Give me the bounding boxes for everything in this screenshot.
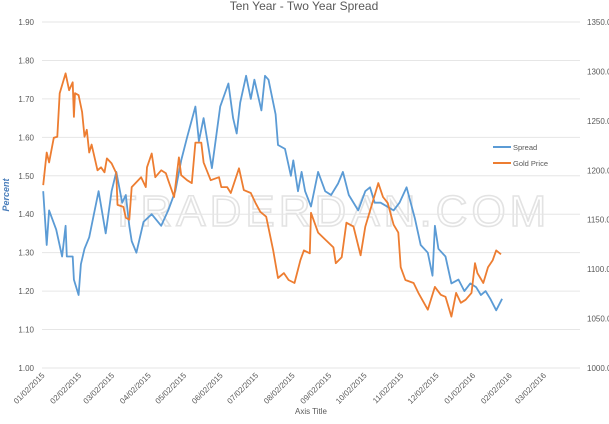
y-tick-label: 1.10 (18, 326, 34, 335)
watermark: TRADERDAN.COM (110, 187, 551, 236)
y-tick-label: 1.50 (18, 172, 34, 181)
x-tick-label: 11/02/2015 (371, 371, 406, 406)
x-tick-label: 05/02/2015 (153, 371, 188, 406)
x-tick-label: 03/02/2015 (82, 371, 117, 406)
x-axis-title: Axis Title (295, 407, 328, 416)
y-tick-label: 1.60 (18, 133, 34, 142)
y2-tick-label: 1250.0 (587, 117, 609, 126)
y2-tick-label: 1050.0 (587, 315, 609, 324)
y2-tick-label: 1000.0 (587, 364, 609, 373)
y-tick-label: 1.20 (18, 287, 34, 296)
x-tick-label: 01/02/2016 (443, 371, 478, 406)
x-tick-label: 09/02/2015 (299, 371, 334, 406)
x-tick-label: 07/02/2015 (225, 371, 260, 406)
legend-label-spread: Spread (513, 143, 537, 152)
y2-tick-label: 1150.0 (587, 216, 609, 225)
y-axis-right: 1000.0 1050.0 1100.0 1150.0 1200.0 1250.0 1300… (587, 18, 609, 373)
gold-price-line (42, 72, 502, 318)
chart-title: Ten Year - Two Year Spread (230, 0, 379, 13)
y-axis-title: Percent (1, 177, 11, 211)
y2-tick-label: 1200.0 (587, 166, 609, 175)
x-tick-label: 01/02/2015 (12, 371, 47, 406)
y2-tick-label: 1100.0 (587, 265, 609, 274)
y-tick-label: 1.00 (18, 364, 34, 373)
y2-tick-label: 1300.0 (587, 67, 609, 76)
x-tick-label: 12/02/2015 (406, 371, 441, 406)
x-tick-label: 10/02/2015 (334, 371, 369, 406)
legend: Spread Gold Price (493, 143, 548, 168)
x-tick-label: 06/02/2015 (190, 371, 225, 406)
gridlines (42, 21, 580, 369)
y-tick-label: 1.30 (18, 249, 34, 258)
legend-label-gold: Gold Price (513, 159, 548, 168)
y-tick-label: 1.70 (18, 95, 34, 104)
y-axis-left: 1.00 1.10 1.20 1.30 1.40 1.50 1.60 1.70 1.80 1.90 (18, 18, 34, 373)
series-lines (42, 72, 503, 318)
x-tick-label: 08/02/2015 (262, 371, 297, 406)
y2-tick-label: 1350.0 (587, 18, 609, 27)
x-tick-label: 03/02/2016 (513, 371, 548, 406)
y-tick-label: 1.80 (18, 56, 34, 65)
spread-line (42, 74, 503, 312)
y-tick-label: 1.40 (18, 210, 34, 219)
x-tick-label: 02/02/2016 (479, 371, 514, 406)
x-tick-label: 02/02/2015 (48, 371, 83, 406)
x-tick-label: 04/02/2015 (118, 371, 153, 406)
y-tick-label: 1.90 (18, 18, 34, 27)
